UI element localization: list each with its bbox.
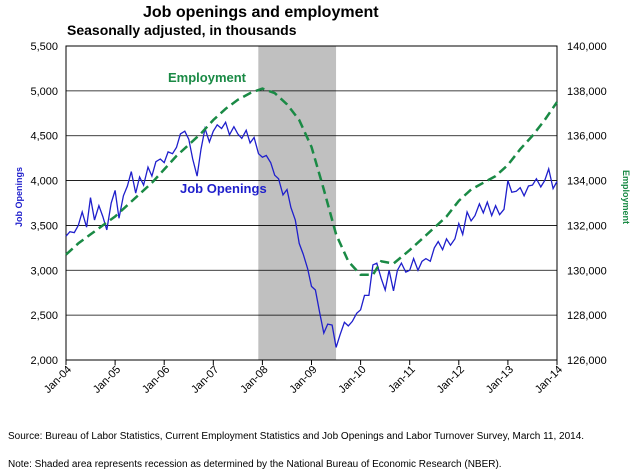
annotation-employment: Employment bbox=[168, 70, 247, 85]
series-employment-line bbox=[65, 87, 559, 277]
left-tick-label: 5,000 bbox=[30, 86, 58, 98]
right-axis-ticks: 126,000 128,000 130,000 132,000 134,000 136,0… bbox=[567, 41, 607, 367]
left-tick-label: 3,500 bbox=[30, 220, 58, 232]
x-tick-label: Jan-14 bbox=[533, 364, 565, 396]
annotation-job-openings: Job Openings bbox=[180, 181, 267, 196]
x-tick-label: Jan-09 bbox=[287, 364, 319, 396]
recession-shade bbox=[258, 46, 337, 360]
x-axis-ticks: Jan-04 Jan-05 Jan-06 Jan-07 Jan-08 Jan-09 Jan-… bbox=[42, 360, 565, 396]
left-tick-label: 4,500 bbox=[30, 131, 58, 143]
right-tick-label: 138,000 bbox=[567, 86, 607, 98]
x-tick-label: Jan-05 bbox=[91, 364, 123, 396]
x-tick-label: Jan-11 bbox=[386, 364, 418, 396]
x-tick-label: Jan-13 bbox=[484, 364, 516, 396]
x-tick-label: Jan-04 bbox=[42, 364, 74, 396]
x-tick-label: Jan-06 bbox=[140, 364, 172, 396]
x-tick-label: Jan-08 bbox=[238, 364, 270, 396]
left-tick-label: 2,500 bbox=[30, 310, 58, 322]
source-note: Source: Bureau of Labor Statistics, Curr… bbox=[8, 431, 585, 442]
x-tick-label: Jan-07 bbox=[189, 364, 221, 396]
right-tick-label: 140,000 bbox=[567, 41, 607, 53]
left-tick-label: 4,000 bbox=[30, 176, 58, 188]
right-tick-label: 130,000 bbox=[567, 265, 607, 277]
x-tick-label: Jan-10 bbox=[336, 364, 368, 396]
right-axis-title: Employment bbox=[621, 170, 631, 224]
left-tick-label: 5,500 bbox=[30, 41, 58, 53]
series-job-openings-line bbox=[65, 120, 558, 348]
grid-lines bbox=[66, 90, 557, 316]
left-tick-label: 3,000 bbox=[30, 265, 58, 277]
right-tick-label: 134,000 bbox=[567, 176, 607, 188]
left-axis-title: Job Openings bbox=[14, 167, 24, 227]
right-tick-label: 136,000 bbox=[567, 131, 607, 143]
right-tick-label: 128,000 bbox=[567, 310, 607, 322]
recession-note: Note: Shaded area represents recession a… bbox=[8, 459, 502, 470]
right-tick-label: 132,000 bbox=[567, 220, 607, 232]
x-tick-label: Jan-12 bbox=[435, 364, 467, 396]
left-axis-ticks: 2,000 2,500 3,000 3,500 4,000 4,500 5,000 5,500 bbox=[30, 41, 58, 367]
right-tick-label: 126,000 bbox=[567, 355, 607, 367]
chart-title: Job openings and employment bbox=[143, 4, 379, 21]
chart-subtitle: Seasonally adjusted, in thousands bbox=[67, 22, 297, 38]
left-tick-label: 2,000 bbox=[30, 355, 58, 367]
